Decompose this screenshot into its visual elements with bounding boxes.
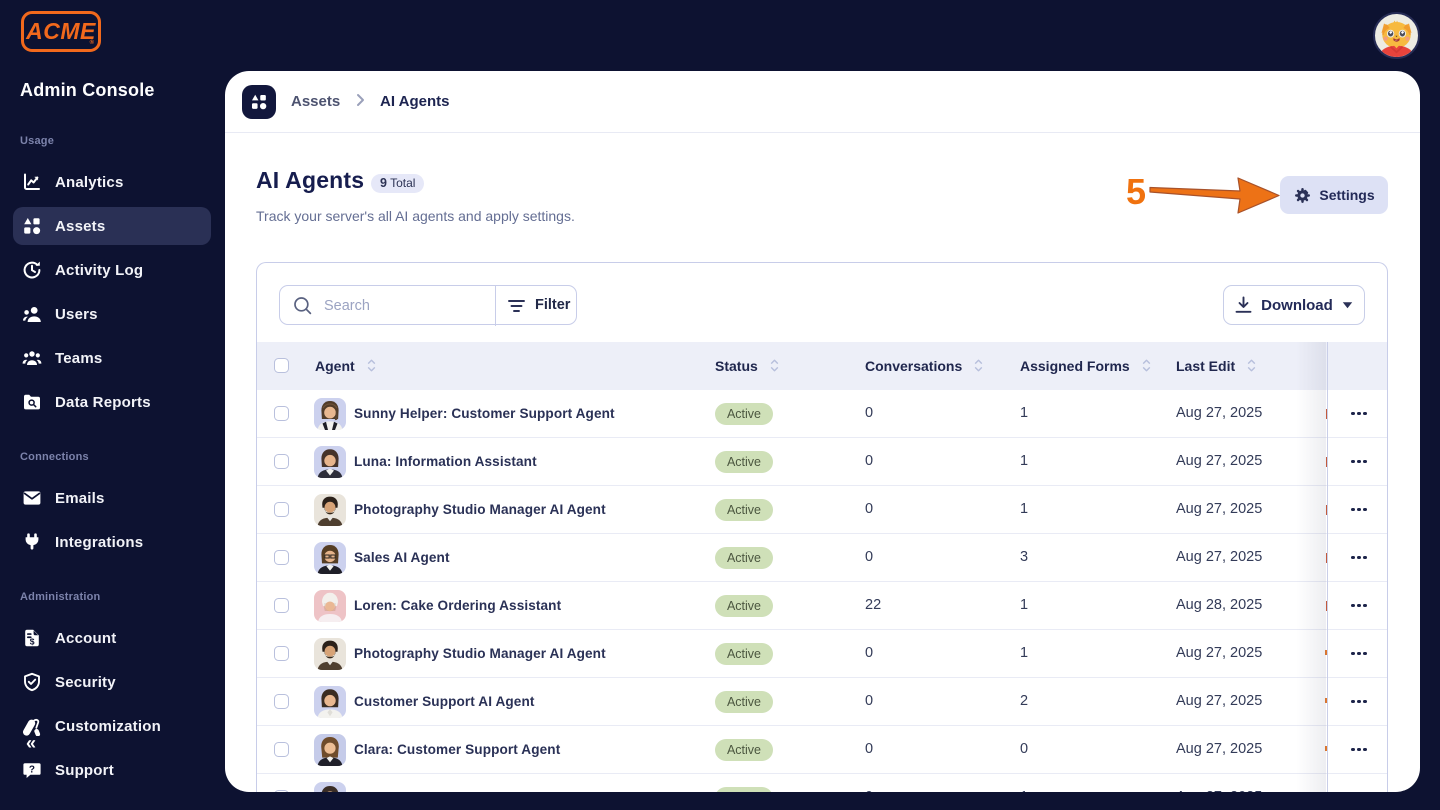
svg-text:$: $ <box>30 636 35 646</box>
svg-text:?: ? <box>29 765 35 776</box>
